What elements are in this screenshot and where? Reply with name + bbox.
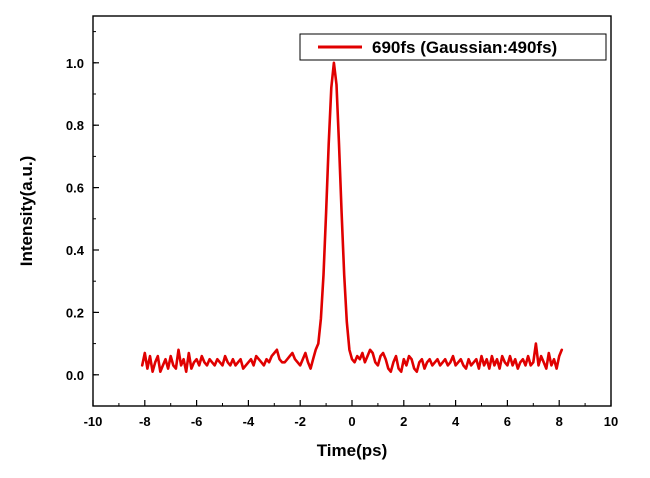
y-tick-label: 0.0 [66, 368, 84, 383]
x-tick-label: 4 [452, 414, 460, 429]
x-tick-label: 10 [604, 414, 618, 429]
x-axis-ticks: -10 -8 -6 -4 -2 0 2 4 6 8 10 [84, 400, 618, 429]
y-tick-label: 1.0 [66, 56, 84, 71]
y-tick-label: 0.6 [66, 181, 84, 196]
legend: 690fs (Gaussian:490fs) [299, 33, 607, 61]
y-tick-label: 0.2 [66, 305, 84, 320]
series-layer [140, 61, 564, 373]
legend-label: 690fs (Gaussian:490fs) [372, 38, 557, 57]
x-tick-label: 2 [400, 414, 407, 429]
plot-frame [92, 15, 612, 407]
y-tick-label: 0.4 [66, 243, 85, 258]
series-line [140, 61, 564, 373]
x-tick-label: -8 [139, 414, 151, 429]
y-axis-title: Intensity(a.u.) [17, 156, 36, 267]
y-axis-ticks: 0.0 0.2 0.4 0.6 0.8 1.0 [66, 31, 99, 407]
x-tick-label: -6 [191, 414, 203, 429]
x-axis-title: Time(ps) [317, 441, 388, 460]
x-tick-label: 0 [348, 414, 355, 429]
x-tick-label: 6 [504, 414, 511, 429]
y-tick-label: 0.8 [66, 118, 84, 133]
x-tick-label: -4 [243, 414, 255, 429]
x-tick-label: -10 [84, 414, 103, 429]
x-tick-label: -2 [294, 414, 306, 429]
x-tick-label: 8 [556, 414, 563, 429]
